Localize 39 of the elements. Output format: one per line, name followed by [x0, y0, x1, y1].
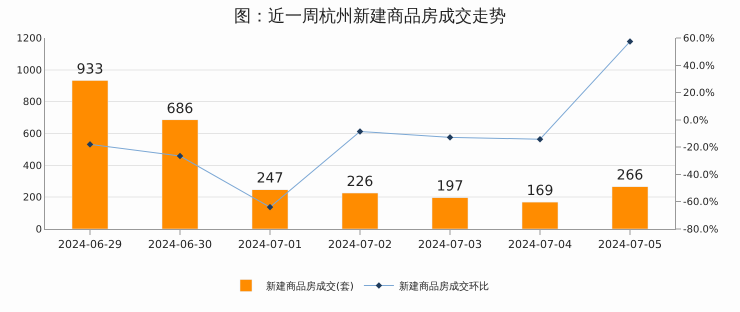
x-tick-label: 2024-07-04 [508, 238, 572, 252]
bar [432, 197, 468, 229]
y-tick-label: 200 [22, 192, 42, 204]
bar [522, 202, 558, 229]
bar [162, 120, 198, 229]
y2-tick-label: 20.0% [683, 88, 715, 100]
legend-label: 新建商品房成交环比 [398, 280, 489, 292]
bar [612, 186, 648, 229]
y2-tick-label: 60.0% [683, 34, 715, 44]
y2-tick-label: 0.0% [683, 115, 708, 126]
chart-title: 图：近一周杭州新建商品房成交走势 [234, 6, 506, 26]
data-label: 933 [76, 62, 104, 78]
y-tick-label: 800 [22, 97, 42, 108]
x-tick-label: 2024-07-03 [418, 238, 482, 252]
data-label: 197 [436, 178, 464, 195]
x-tick-label: 2024-07-01 [238, 238, 302, 252]
data-label: 247 [256, 170, 284, 187]
bar [342, 192, 378, 229]
data-label: 226 [346, 174, 374, 190]
bar [252, 189, 288, 229]
y-tick-label: 0 [36, 224, 42, 236]
y2-tick-label: -20.0% [683, 142, 718, 154]
data-label: 266 [616, 168, 644, 184]
y2-tick-label: -60.0% [683, 197, 718, 208]
x-tick-label: 2024-07-05 [598, 238, 662, 252]
y-tick-label: 600 [22, 129, 42, 140]
data-label: 169 [526, 183, 554, 200]
x-tick-label: 2024-07-02 [328, 238, 392, 252]
y2-tick-label: 40.0% [683, 60, 715, 72]
data-label: 686 [166, 100, 194, 117]
x-tick-label: 2024-06-30 [148, 238, 212, 252]
y2-tick-label: -80.0% [683, 224, 718, 236]
legend-label: 新建商品房成交(套) [266, 280, 354, 292]
y2-tick-label: -40.0% [683, 170, 718, 181]
bar [72, 80, 108, 229]
y-tick-label: 1200 [16, 34, 42, 44]
x-tick-label: 2024-06-29 [58, 238, 122, 252]
y-tick-label: 1000 [16, 65, 42, 76]
y-tick-label: 400 [22, 160, 42, 172]
